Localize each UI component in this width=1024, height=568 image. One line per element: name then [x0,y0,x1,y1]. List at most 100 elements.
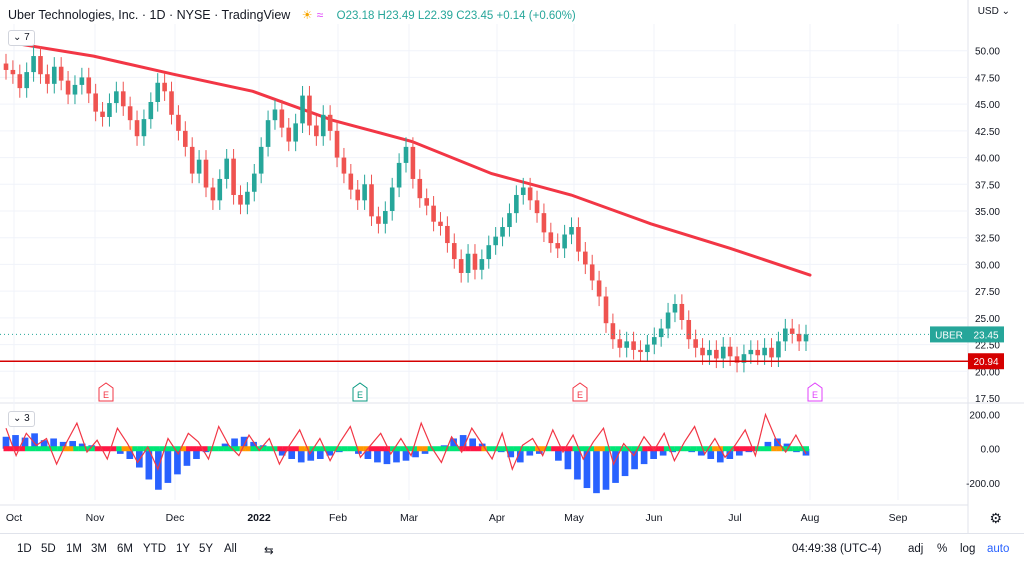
osc-state-dot [604,446,611,452]
timeframe-button-1y[interactable]: 1Y [176,543,191,555]
candle-body [672,303,678,313]
osc-state-dot [680,446,686,452]
osc-bar [621,448,629,477]
osc-bar [297,448,305,463]
log-button[interactable]: log [960,543,976,555]
candle-body [431,205,436,222]
timeframe-button-1d[interactable]: 1D [17,543,32,555]
percent-button[interactable]: % [937,543,948,555]
osc-state-dot [304,446,310,452]
osc-state-dot [94,446,101,452]
osc-state-dot [411,446,418,452]
timeframe-button-ytd[interactable]: YTD [143,543,166,555]
osc-state-dot [212,446,219,452]
osc-state-dot [599,446,605,452]
osc-state-dot [298,446,305,452]
osc-state-dot [776,446,783,452]
osc-bar [136,448,143,468]
candle-body [741,354,747,363]
auto-button[interactable]: auto [987,543,1010,555]
osc-bar [240,436,248,449]
candle-body [31,56,36,73]
osc-bar [631,448,638,470]
osc-state-dot [449,446,455,452]
candle-body [700,347,705,356]
osc-state-dot [497,446,503,452]
candle-body [196,159,202,174]
osc-state-dot [438,446,444,452]
timeframe-button-6m[interactable]: 6M [117,543,133,555]
osc-state-dot [427,446,434,452]
osc-state-dot [610,446,616,452]
osc-bar [250,441,257,449]
osc-state-dot [105,446,112,452]
osc-state-dot [293,446,299,452]
sun-icon: ☀ [301,8,313,22]
osc-state-dot [728,446,734,452]
osc-bar [736,448,743,456]
price-tick-label: 47.50 [975,73,1000,84]
osc-state-dot [352,446,358,452]
osc-state-dot [169,446,176,452]
candle-body [748,349,754,355]
osc-state-dot [132,446,138,452]
timeframe-button-3m[interactable]: 3M [91,543,107,555]
clock-time[interactable]: 04:49:38 (UTC-4) [792,543,882,555]
timeframe-button-5d[interactable]: 5D [41,543,56,555]
osc-signal-line [5,412,807,472]
osc-state-dot [540,446,546,452]
osc-bar [183,448,191,466]
candle-body [589,264,595,281]
time-axis[interactable]: Oct Nov Dec 2022 Feb Mar Apr May Jun Jul Aug Sep [6,512,908,524]
osc-state-dot [159,446,165,452]
osc-indicator-tag[interactable]: ⌄ 3 [8,411,35,427]
osc-state-dot [357,446,364,452]
support-line [0,333,968,362]
ma-indicator-tag[interactable]: ⌄ 7 [8,30,35,46]
ticker-box [930,326,968,343]
osc-state-dot [78,446,85,452]
osc-state-dot [14,446,20,452]
osc-state-dot [84,446,90,452]
timeframe-button-5y[interactable]: 5Y [199,543,214,555]
timeframe-button-1m[interactable]: 1M [66,543,82,555]
calendar-range-icon[interactable]: ⇆ [264,545,274,557]
price-axis[interactable]: 17.50 20.00 22.50 25.00 27.50 30.00 32.50 35.00… [930,47,1004,490]
candle-body [389,187,395,211]
gear-icon[interactable]: ⚙ [989,510,1002,526]
osc-bar [412,448,419,458]
earnings-marker [572,382,588,402]
adj-button[interactable]: adj [908,543,924,555]
osc-state-dot [771,446,777,452]
price-tick-label: 27.50 [975,287,1000,298]
earnings-marker-letter: E [357,390,363,400]
time-tick-label: May [564,512,585,524]
candle-body [776,341,781,358]
candle-body [720,346,726,359]
osc-state-dot [400,446,407,452]
price-tick-label: 45.00 [975,100,1000,111]
osc-bar [478,443,486,449]
currency-selector[interactable]: USD ⌄ [977,6,1010,17]
bottom-toolbar: 1D 5D 1M 3M 6M YTD 1Y 5Y All ⇆ 04:49:38 (UTC-4) … [0,533,1024,568]
timeframe-button-all[interactable]: All [224,543,237,555]
candle-body [610,323,616,340]
price-tick-label: 35.00 [975,207,1000,218]
candle-body [369,184,374,217]
osc-state-dot [696,446,702,452]
osc-bar [193,448,200,459]
earnings-marker-letter: E [103,390,109,400]
osc-state-dot [637,446,643,452]
candle-body [458,259,464,273]
candle-body [651,337,657,345]
osc-tag-label: 3 [24,413,30,424]
osc-bar [221,443,229,449]
osc-state-dot [153,446,160,452]
candle-body [189,146,195,174]
osc-bar [12,435,19,449]
osc-state-dot [594,446,600,452]
osc-state-dot [148,446,154,452]
candle-body [148,102,154,120]
last-price-box [968,326,1004,343]
